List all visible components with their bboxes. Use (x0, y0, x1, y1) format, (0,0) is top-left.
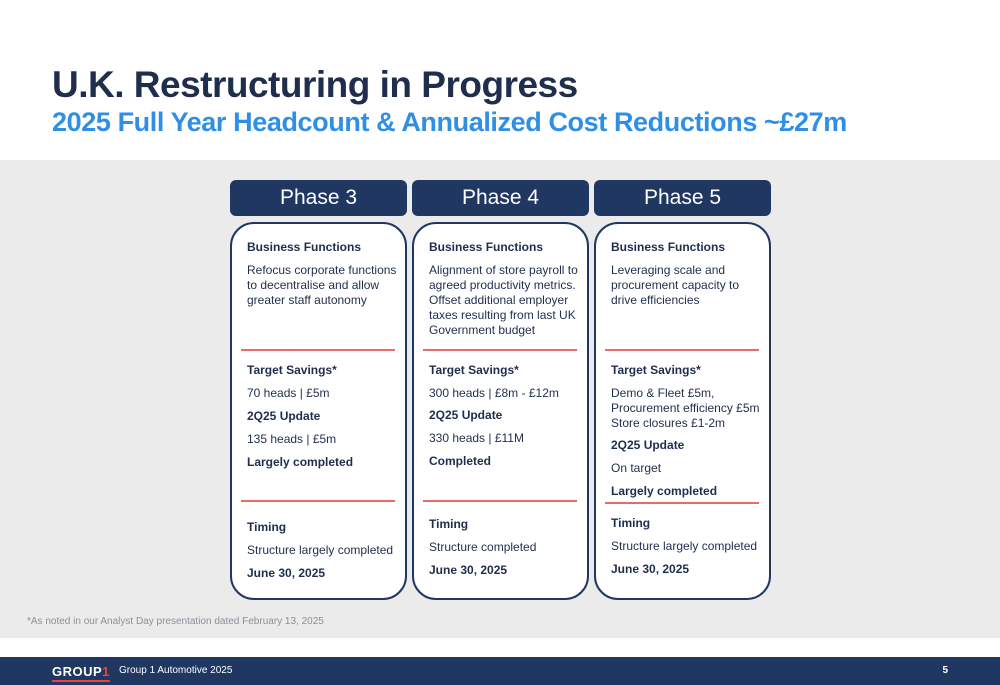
section-divider (241, 500, 395, 502)
phase-4-header: Phase 4 (412, 180, 589, 216)
target-savings-text: 70 heads | £5m (247, 386, 330, 400)
section-divider (423, 349, 577, 351)
phase-4-card: Business Functions Alignment of store pa… (412, 222, 589, 600)
target-savings-label: Target Savings* (429, 363, 519, 377)
phase-3-card: Business Functions Refocus corporate fun… (230, 222, 407, 600)
section-divider (241, 349, 395, 351)
section-divider (423, 500, 577, 502)
target-savings-text: 300 heads | £8m - £12m (429, 386, 559, 400)
logo-text: GROUP (52, 664, 103, 679)
status-text: Largely completed (611, 484, 718, 498)
update-text: 330 heads | £11M (429, 431, 524, 445)
footnote: *As noted in our Analyst Day presentatio… (27, 616, 324, 627)
phase-5-header: Phase 5 (594, 180, 771, 216)
page-title: U.K. Restructuring in Progress (52, 64, 578, 105)
page-subtitle: 2025 Full Year Headcount & Annualized Co… (52, 107, 847, 137)
business-functions-label: Business Functions (247, 240, 362, 254)
section-divider (605, 502, 759, 504)
page-number: 5 (942, 665, 948, 676)
update-text: On target (611, 461, 662, 475)
target-savings-text: Demo & Fleet £5m, Procurement efficiency… (611, 386, 760, 430)
timing-text: Structure completed (429, 540, 537, 554)
update-text: 135 heads | £5m (247, 432, 337, 446)
timing-label: Timing (611, 516, 651, 530)
business-functions-label: Business Functions (429, 240, 544, 254)
update-label: 2Q25 Update (429, 408, 503, 422)
phase-5-card: Business Functions Leveraging scale and … (594, 222, 771, 600)
timing-date: June 30, 2025 (611, 562, 690, 576)
business-functions-text: Refocus corporate functions to decentral… (247, 263, 397, 307)
status-text: Largely completed (247, 455, 354, 469)
timing-label: Timing (429, 517, 469, 531)
timing-text: Structure largely completed (611, 539, 758, 553)
group1-logo: GROUP1 (52, 664, 110, 682)
company-name: Group 1 Automotive 2025 (119, 665, 233, 676)
business-functions-text: Leveraging scale and procurement capacit… (611, 263, 740, 307)
update-label: 2Q25 Update (611, 438, 685, 452)
timing-label: Timing (247, 520, 287, 534)
logo-number: 1 (102, 664, 110, 679)
business-functions-label: Business Functions (611, 240, 726, 254)
timing-text: Structure largely completed (247, 543, 394, 557)
section-divider (605, 349, 759, 351)
footer-bar: GROUP1 Group 1 Automotive 2025 5 (0, 657, 1000, 685)
phase-3-header: Phase 3 (230, 180, 407, 216)
logo-underline (52, 680, 110, 682)
status-text: Completed (429, 454, 492, 468)
timing-date: June 30, 2025 (247, 566, 326, 580)
target-savings-label: Target Savings* (611, 363, 701, 377)
timing-date: June 30, 2025 (429, 563, 508, 577)
target-savings-label: Target Savings* (247, 363, 337, 377)
update-label: 2Q25 Update (247, 409, 321, 423)
business-functions-text: Alignment of store payroll to agreed pro… (429, 263, 578, 337)
